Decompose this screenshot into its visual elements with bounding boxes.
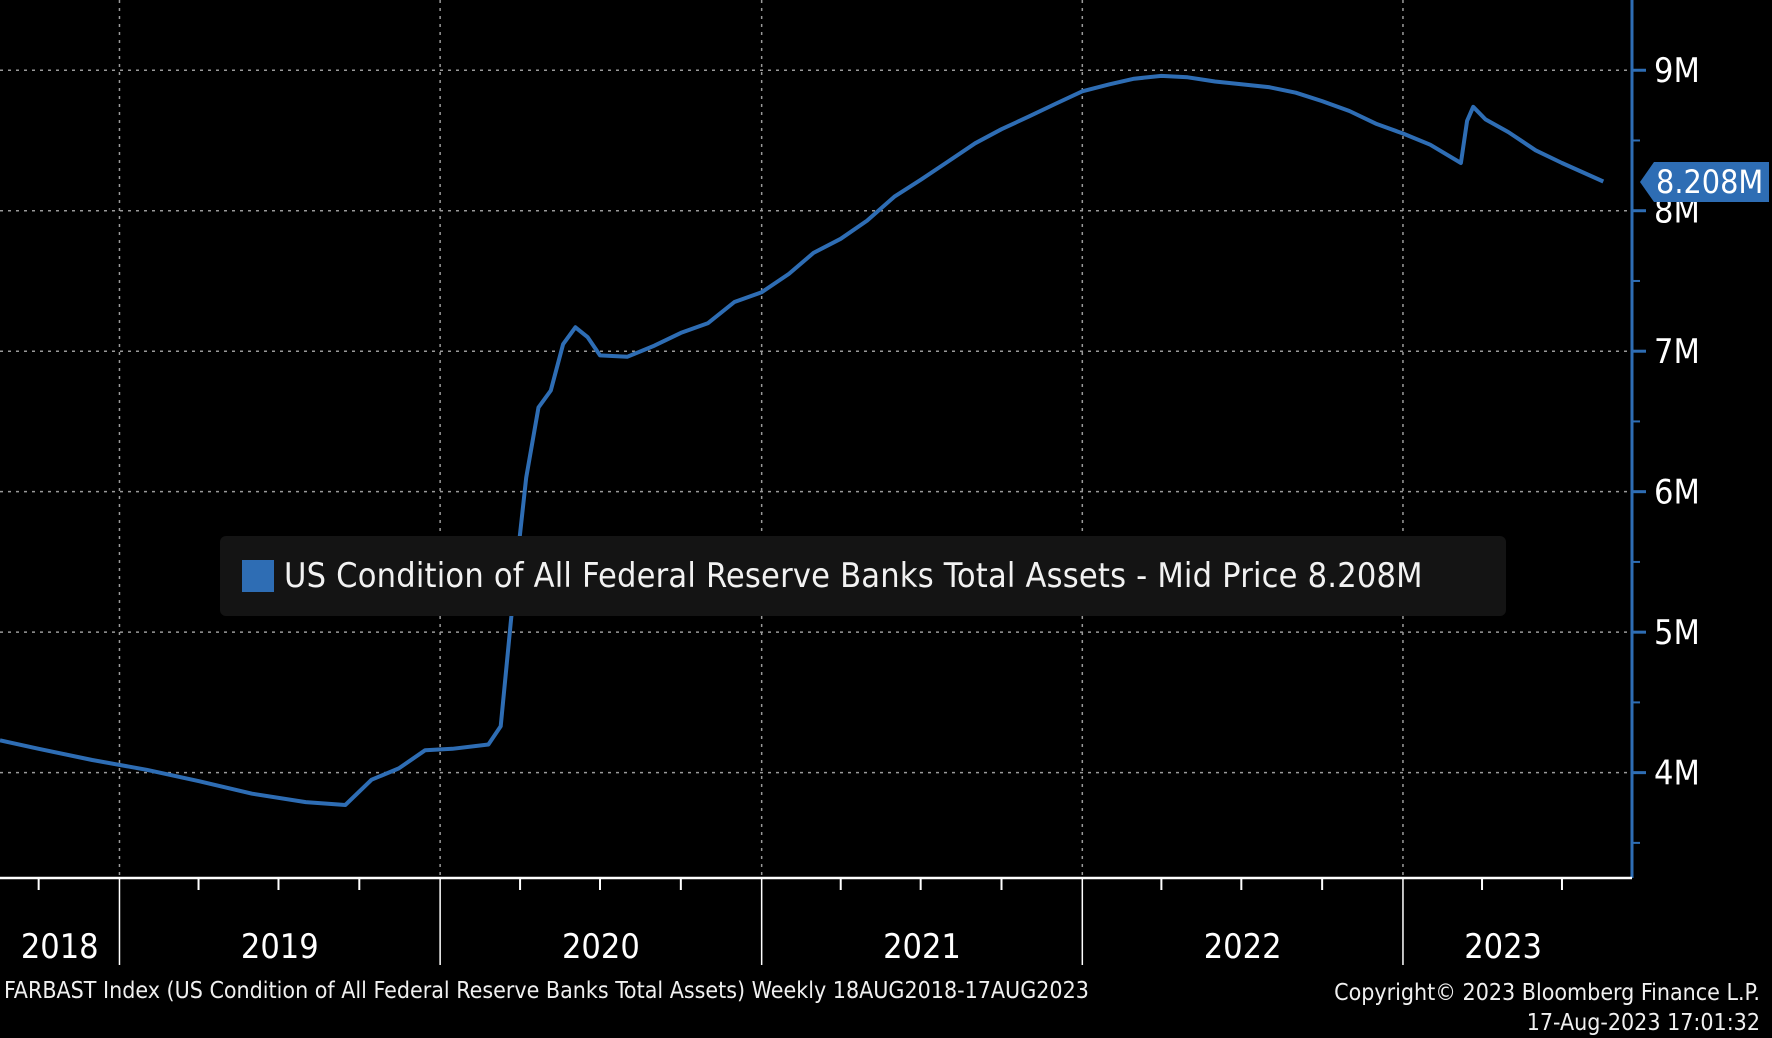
footer-source: FARBAST Index (US Condition of All Feder…	[4, 978, 1089, 1004]
last-value-tag: 8.208M	[1640, 162, 1770, 202]
y-tick-label: 5M	[1654, 613, 1700, 653]
series-line	[0, 73, 1605, 807]
x-tick-label: 2022	[1204, 927, 1282, 967]
grid	[0, 0, 1632, 878]
x-tick-label: 2023	[1464, 927, 1542, 967]
y-tick-label: 7M	[1654, 332, 1700, 372]
y-tick-label: 6M	[1654, 473, 1700, 513]
x-tick-label: 2018	[21, 927, 99, 967]
x-tick-label: 2021	[883, 927, 961, 967]
legend: US Condition of All Federal Reserve Bank…	[220, 536, 1506, 616]
legend-swatch	[242, 560, 274, 592]
y-tick-label: 9M	[1654, 51, 1700, 91]
series-layer	[0, 73, 1605, 807]
x-tick-label: 2020	[562, 927, 640, 967]
footer-copyright: Copyright© 2023 Bloomberg Finance L.P. 1…	[1334, 978, 1760, 1038]
legend-label: US Condition of All Federal Reserve Bank…	[284, 556, 1423, 596]
x-tick-label: 2019	[241, 927, 319, 967]
y-tick-label: 4M	[1654, 754, 1700, 794]
timestamp-line: 17-Aug-2023 17:01:32	[1526, 1010, 1760, 1036]
copyright-line: Copyright© 2023 Bloomberg Finance L.P.	[1334, 980, 1760, 1006]
